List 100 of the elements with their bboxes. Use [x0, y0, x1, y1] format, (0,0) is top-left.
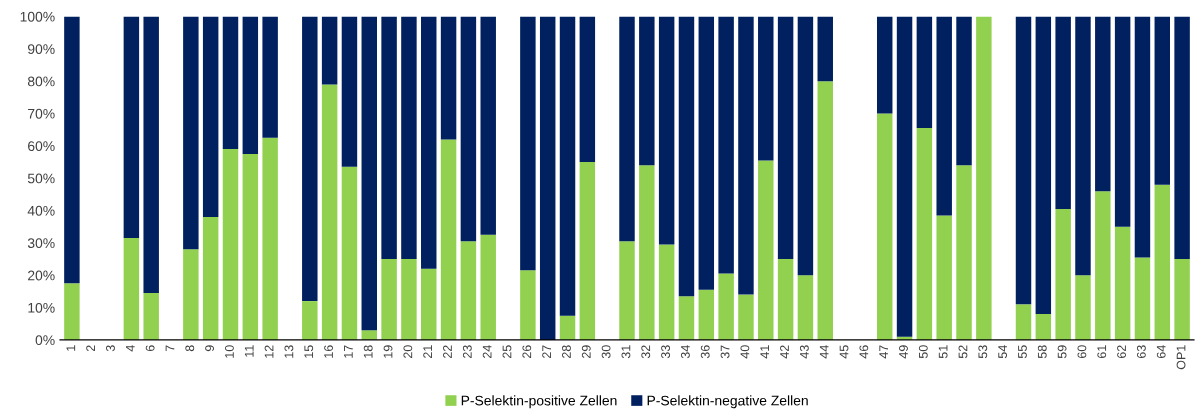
x-tick-label: 55 [1018, 345, 1027, 359]
x-tick-label: 64 [1156, 345, 1166, 359]
bar [341, 16, 358, 167]
bar [539, 16, 556, 340]
bar [440, 139, 457, 340]
x-tick-label: 21 [423, 345, 432, 359]
x-tick-label: 2 [86, 345, 95, 352]
y-tick-label: 100% [20, 11, 55, 22]
bar [639, 165, 655, 340]
bar [916, 16, 933, 129]
x-tick-label: 52 [958, 345, 968, 359]
bar [480, 234, 496, 340]
y-tick-label: 20% [28, 270, 55, 281]
x-tick-label: 16 [324, 345, 333, 358]
bar [421, 268, 437, 340]
bar [460, 16, 477, 242]
bar [877, 113, 893, 340]
bar [1035, 16, 1052, 315]
x-tick-label: 61 [1097, 345, 1107, 359]
x-tick-label: 18 [363, 345, 373, 358]
bar [401, 16, 417, 260]
bar [559, 16, 576, 316]
x-tick-label: 42 [780, 345, 789, 359]
bar [777, 259, 794, 340]
bar [817, 16, 833, 82]
x-tick-label: 59 [1057, 345, 1067, 359]
bar [1174, 259, 1190, 340]
x-tick-label: 17 [344, 345, 353, 358]
bar [956, 16, 972, 166]
bar [698, 289, 715, 340]
bar [639, 16, 655, 166]
legend-label: P-Selektin-negative Zellen [647, 395, 808, 409]
x-tick-label: 8 [185, 345, 195, 352]
x-tick-label: 40 [740, 345, 750, 359]
x-tick-label: 24 [482, 345, 492, 359]
bar [1075, 275, 1091, 340]
x-tick-label: 36 [700, 345, 710, 359]
bar [956, 165, 972, 340]
bar [738, 294, 754, 340]
x-tick-label: 33 [661, 345, 671, 359]
x-tick-label: 46 [859, 345, 869, 359]
x-tick-label: 23 [462, 345, 472, 359]
x-tick-label: 32 [641, 345, 651, 359]
x-tick-label: 15 [304, 345, 314, 358]
bar [143, 293, 159, 340]
bar [381, 16, 397, 260]
y-tick-label: 50% [27, 173, 55, 184]
bar [579, 16, 596, 163]
bar [678, 296, 695, 340]
bar [1134, 257, 1151, 340]
y-tick-label: 60% [28, 141, 55, 152]
bar [123, 238, 140, 340]
bar [936, 16, 952, 216]
bar [1055, 208, 1071, 340]
bar [619, 241, 635, 340]
x-tick-label: 6 [145, 345, 155, 352]
bar [1154, 16, 1171, 185]
bar [1114, 16, 1131, 227]
bar [202, 217, 219, 340]
bar [658, 16, 675, 245]
bar [242, 16, 259, 154]
bar [64, 16, 80, 284]
y-tick-label: 40% [27, 205, 55, 216]
bar [520, 270, 536, 340]
bar [797, 16, 814, 276]
x-tick-label: 43 [799, 345, 809, 359]
bar [321, 84, 338, 340]
x-tick-label: 51 [938, 345, 948, 359]
bar [460, 241, 477, 340]
x-tick-label: 60 [1077, 345, 1087, 359]
x-tick-label: 1 [66, 345, 76, 351]
bar [777, 16, 794, 260]
x-tick-label: 20 [403, 345, 413, 359]
bar [1055, 16, 1071, 209]
x-tick-label: 13 [284, 345, 294, 358]
bar [480, 16, 496, 235]
bar [758, 160, 774, 340]
bar [440, 16, 457, 140]
bar [242, 153, 259, 340]
bar [1134, 16, 1151, 258]
bar [718, 16, 734, 274]
y-tick-label: 0% [35, 335, 55, 346]
bar [123, 16, 140, 239]
x-tick-label: 12 [264, 345, 274, 358]
bar [877, 16, 893, 114]
bar [262, 137, 278, 340]
bar [896, 16, 913, 337]
x-tick-label: 10 [225, 345, 234, 358]
bar [143, 16, 159, 293]
y-tick-label: 10% [28, 302, 55, 313]
bar [797, 275, 814, 340]
legend-label: P-Selektin-positive Zellen [461, 395, 617, 409]
x-tick-label: 31 [621, 345, 631, 359]
x-tick-label: 37 [720, 345, 730, 359]
bar [718, 273, 734, 340]
bar [1174, 16, 1190, 260]
bar [381, 259, 397, 340]
bar [658, 244, 675, 340]
bar [976, 16, 992, 340]
y-tick-label: 70% [28, 108, 55, 119]
